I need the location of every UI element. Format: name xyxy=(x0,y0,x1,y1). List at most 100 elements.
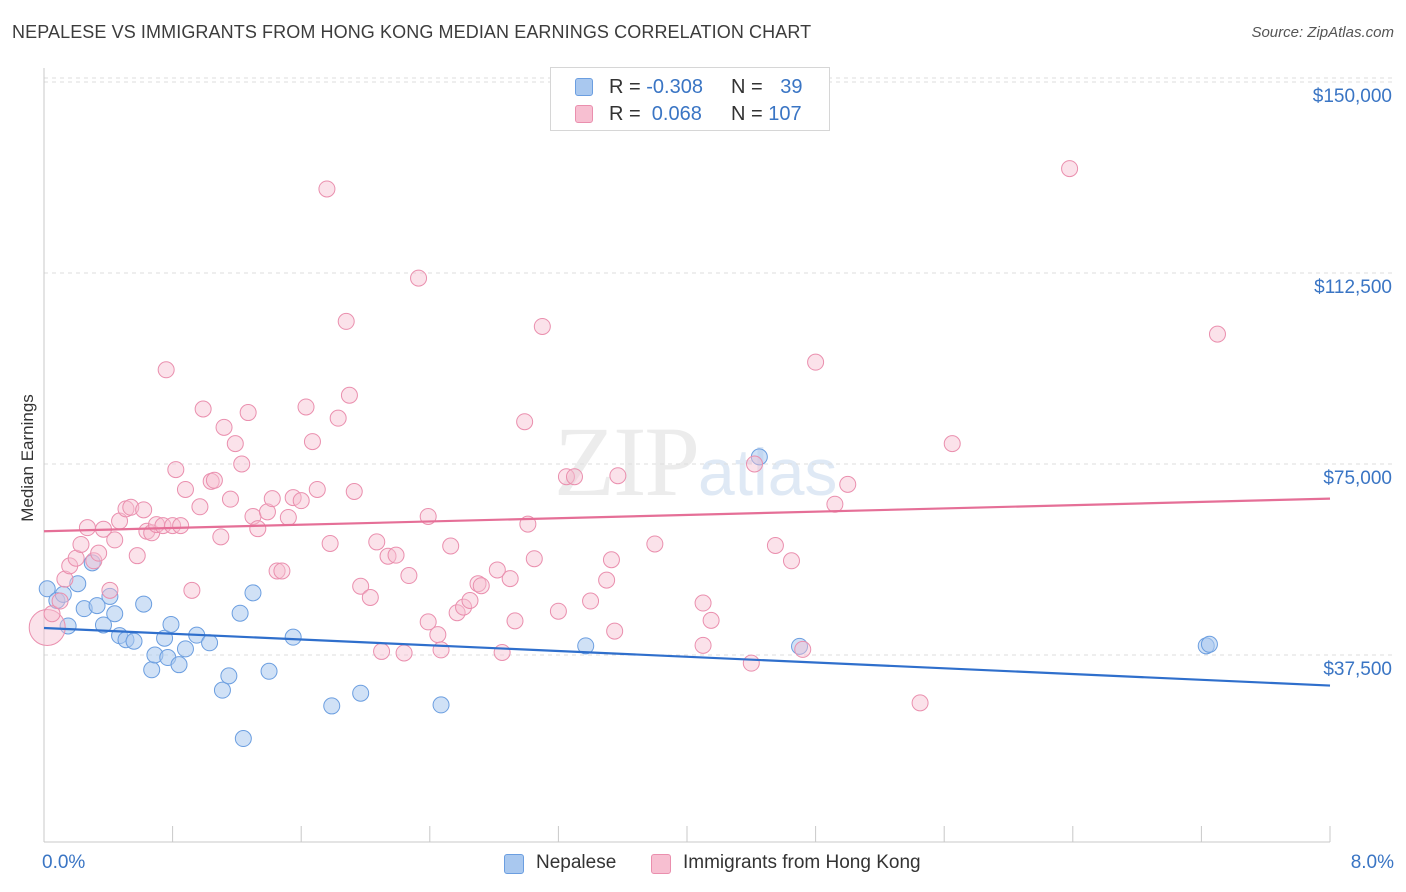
data-point xyxy=(94,616,112,634)
watermark: ZIPatlas xyxy=(554,404,837,519)
data-point xyxy=(646,535,664,553)
data-point xyxy=(493,643,511,661)
data-point xyxy=(525,550,543,568)
data-point xyxy=(308,480,326,498)
data-point xyxy=(432,641,450,659)
data-point xyxy=(323,697,341,715)
legend-n-label: N = xyxy=(731,103,769,125)
data-point xyxy=(258,503,276,521)
data-point xyxy=(318,180,336,198)
data-point xyxy=(135,595,153,613)
data-point xyxy=(321,534,339,552)
y-axis-label: Median Earnings xyxy=(18,394,37,522)
data-point xyxy=(742,654,760,672)
trend-lines xyxy=(43,497,1331,687)
data-point xyxy=(172,517,190,535)
legend-n-value: 39 xyxy=(780,76,803,98)
data-point xyxy=(303,433,321,451)
data-point xyxy=(410,269,428,287)
data-point xyxy=(606,622,624,640)
x-tick-right: 8.0% xyxy=(1350,852,1394,873)
data-point xyxy=(233,455,251,473)
data-point xyxy=(279,508,297,526)
data-point xyxy=(268,562,286,580)
data-point xyxy=(106,605,124,623)
data-point xyxy=(1208,325,1226,343)
data-point xyxy=(506,612,524,630)
data-point xyxy=(51,592,69,610)
legend-r-label: R = xyxy=(609,76,647,98)
data-point xyxy=(694,636,712,654)
data-point xyxy=(516,413,534,431)
data-point xyxy=(794,640,812,658)
data-point xyxy=(469,575,487,593)
data-point xyxy=(461,592,479,610)
data-point xyxy=(239,404,257,422)
legend-r-value: 0.068 xyxy=(646,103,702,125)
data-point xyxy=(602,551,620,569)
legend-swatch-hong-kong xyxy=(575,105,593,123)
data-point xyxy=(387,546,405,564)
data-point xyxy=(69,575,87,593)
data-point xyxy=(284,628,302,646)
data-point xyxy=(135,501,153,519)
data-point xyxy=(220,667,238,685)
data-point xyxy=(226,435,244,453)
data-point xyxy=(766,536,784,554)
legend-r-value: -0.308 xyxy=(646,76,703,98)
data-point xyxy=(429,626,447,644)
data-point xyxy=(125,632,143,650)
data-point xyxy=(340,386,358,404)
data-point xyxy=(345,483,363,501)
y-tick-label: $112,500 xyxy=(1314,277,1392,298)
data-point xyxy=(201,634,219,652)
data-point xyxy=(329,409,347,427)
data-point xyxy=(501,570,519,588)
data-point xyxy=(213,681,231,699)
data-point xyxy=(194,400,212,418)
watermark-zip: ZIP xyxy=(554,406,700,517)
legend-r-label: R = xyxy=(609,103,647,125)
y-tick-label: $75,000 xyxy=(1323,468,1392,489)
data-point xyxy=(373,642,391,660)
data-point xyxy=(162,615,180,633)
data-point xyxy=(260,662,278,680)
data-point xyxy=(782,552,800,570)
legend-swatch-nepalese xyxy=(504,854,524,874)
gridlines xyxy=(44,77,1395,656)
legend-label-nepalese: Nepalese xyxy=(536,852,617,873)
data-point xyxy=(205,471,223,489)
data-point xyxy=(549,602,567,620)
data-point xyxy=(249,520,267,538)
data-point xyxy=(702,611,720,629)
data-point xyxy=(43,605,61,623)
data-point xyxy=(154,517,172,535)
legend-n-label: N = xyxy=(731,76,769,98)
data-point xyxy=(442,537,460,555)
data-point xyxy=(231,604,249,622)
data-point xyxy=(167,461,185,479)
data-point xyxy=(419,613,437,631)
data-point xyxy=(170,656,188,674)
data-point xyxy=(361,588,379,606)
data-point xyxy=(88,597,106,615)
data-point xyxy=(106,531,124,549)
data-point xyxy=(78,519,96,537)
legend-swatch-nepalese xyxy=(575,78,593,96)
data-point xyxy=(128,547,146,565)
data-point xyxy=(395,644,413,662)
data-point xyxy=(101,587,119,605)
correlation-legend: R = -0.308 N = 39 R = 0.068 N = 107 xyxy=(550,67,830,131)
data-point xyxy=(337,312,355,330)
y-tick-label: $150,000 xyxy=(1312,86,1392,107)
data-point xyxy=(352,684,370,702)
data-point xyxy=(263,490,281,508)
series-hong-kong xyxy=(28,160,1226,712)
data-point xyxy=(400,567,418,585)
data-point xyxy=(565,468,583,486)
data-point xyxy=(176,640,194,658)
data-point xyxy=(807,353,825,371)
data-point xyxy=(273,562,291,580)
data-point xyxy=(176,480,194,498)
